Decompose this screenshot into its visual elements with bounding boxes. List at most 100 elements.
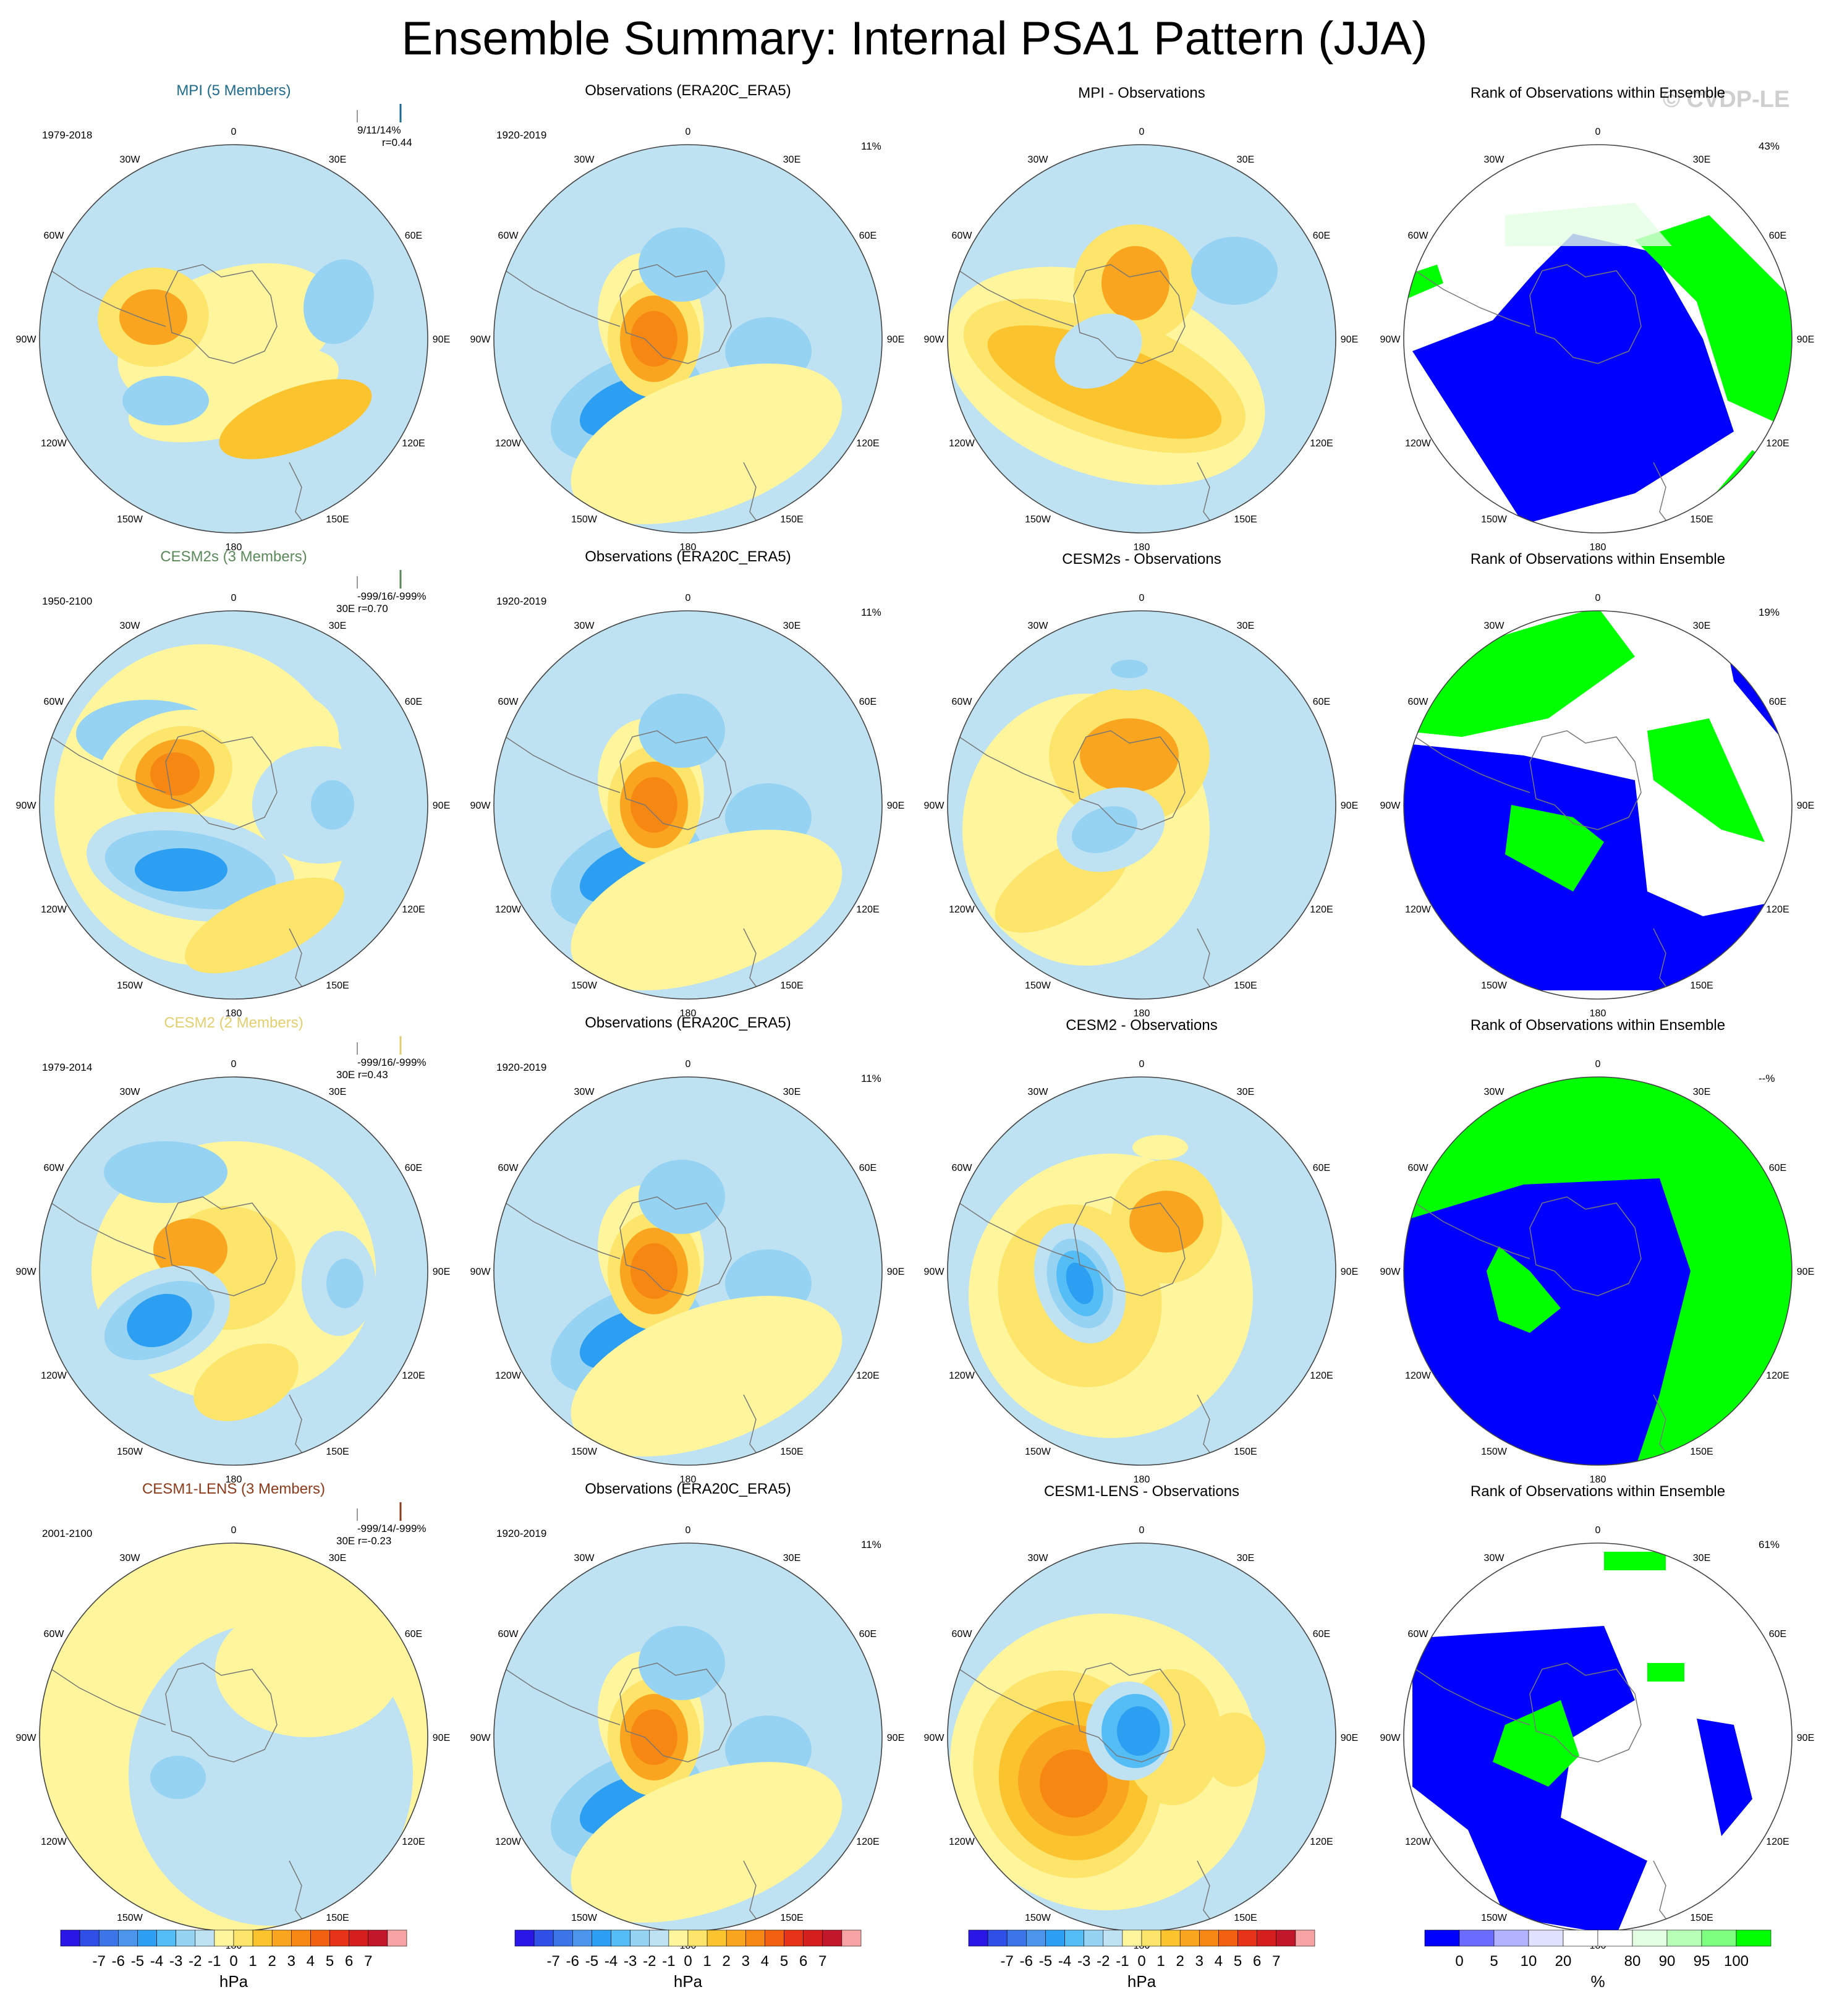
lon-label: 150E — [326, 980, 349, 991]
lon-label: 150W — [1025, 980, 1051, 991]
lon-label: 90E — [887, 334, 904, 345]
colorbar-box — [176, 1929, 196, 1947]
lon-label: 90E — [1341, 1267, 1358, 1277]
lon-label: 90W — [470, 1733, 491, 1743]
contour-region — [119, 289, 187, 345]
contour-region — [1129, 1191, 1203, 1253]
lon-label: 60W — [498, 1629, 519, 1640]
colorbar-box — [137, 1929, 157, 1947]
colorbar-tick: 5 — [1234, 1953, 1242, 1970]
panel-title-obs: Observations (ERA20C_ERA5) — [585, 1014, 791, 1031]
colorbar-tick: -5 — [1039, 1953, 1052, 1970]
lon-label: 120E — [1766, 1837, 1789, 1847]
lon-label: 0 — [1595, 127, 1601, 137]
map-panel: 0 30E 60E 90E 120E 150E 180 150W 120W 90W 60W 30W — [470, 593, 905, 1019]
lon-label: 90W — [470, 1267, 491, 1277]
lon-label: 0 — [1139, 593, 1145, 603]
lon-label: 120W — [41, 904, 67, 915]
lon-label: 120W — [41, 1837, 67, 1847]
colorbar-unit: hPa — [219, 1972, 248, 1991]
colorbar-tick: 0 — [229, 1953, 237, 1970]
colorbar-box — [1632, 1929, 1668, 1947]
antarctica-coastline — [1529, 730, 1642, 830]
lon-label: 90W — [16, 1267, 37, 1277]
lon-label: 150W — [1481, 980, 1508, 991]
south-america-coastline — [496, 1196, 621, 1259]
lon-label: 180 — [680, 1474, 697, 1485]
lon-label: 60E — [859, 1629, 876, 1640]
rank-region — [1404, 1178, 1691, 1465]
lon-label: 120E — [402, 904, 425, 915]
lon-label: 90W — [16, 801, 37, 811]
lon-label: 90W — [1380, 334, 1401, 345]
map-field — [948, 1077, 1336, 1465]
lon-label: 30E — [1693, 155, 1710, 165]
correlation-label: 30E r=0.70 — [336, 603, 388, 615]
colorbar-box — [987, 1929, 1008, 1947]
lon-label: 120W — [495, 1837, 522, 1847]
lon-label: 180 — [226, 1008, 242, 1019]
lon-label: 60W — [1408, 1629, 1429, 1640]
lon-label: 150W — [1025, 1913, 1051, 1923]
contour-region — [1055, 313, 1142, 389]
lon-label: 180 — [1590, 542, 1606, 553]
contour-region — [127, 1293, 192, 1348]
contour-region — [303, 259, 374, 344]
colorbar-tick: 6 — [1253, 1953, 1261, 1970]
colorbar-tick: -2 — [1097, 1953, 1110, 1970]
lon-label: 0 — [1139, 127, 1145, 137]
map-field — [1404, 1077, 1792, 1465]
map-border — [1403, 1076, 1793, 1466]
colorbar-box — [1122, 1929, 1142, 1947]
lon-label: 120W — [949, 438, 975, 449]
colorbar-box — [1563, 1929, 1598, 1947]
lon-label: 30W — [1484, 155, 1505, 165]
lon-label: 120E — [1310, 1837, 1333, 1847]
rank-pct: 61% — [1759, 1539, 1780, 1550]
colorbar-box — [1493, 1929, 1529, 1947]
colorbar-unit: % — [1590, 1972, 1605, 1991]
panel-title-rank: Rank of Observations within Ensemble — [1470, 551, 1725, 568]
lon-label: 180 — [226, 542, 242, 553]
lon-label: 120W — [495, 904, 522, 915]
colorbar-tick: -5 — [585, 1953, 598, 1970]
contour-region — [215, 1601, 401, 1737]
lon-label: 180 — [1590, 1008, 1606, 1019]
lon-label: 180 — [1134, 1474, 1150, 1485]
lon-label: 120E — [402, 1371, 425, 1381]
colorbar-box — [649, 1929, 669, 1947]
map-panel: 0 30E 60E 90E 120E 150E 180 150W 120W 90W 60W 30W — [1380, 127, 1815, 553]
rank-region — [1647, 1663, 1684, 1682]
antarctica-coastline — [1529, 264, 1642, 364]
colorbar-box — [310, 1929, 330, 1947]
period-label: 1920-2019 — [496, 129, 546, 141]
colorbar-box — [1257, 1929, 1277, 1947]
ensemble-stats: -999/16/-999% — [357, 590, 426, 602]
lon-label: 0 — [685, 1525, 691, 1536]
colorbar-box — [1179, 1929, 1200, 1947]
contour-region — [571, 830, 842, 990]
lon-label: 0 — [685, 127, 691, 137]
lon-label: 0 — [1139, 1525, 1145, 1536]
ensemble-stats: -999/14/-999% — [357, 1523, 426, 1534]
map-field — [1404, 611, 1792, 999]
lon-label: 150W — [1025, 514, 1051, 525]
panel-title-diff: CESM2s - Observations — [1062, 551, 1221, 568]
lon-label: 0 — [231, 127, 237, 137]
rank-pct: 43% — [1759, 140, 1780, 152]
period-label: 1979-2018 — [42, 129, 92, 141]
colorbar-box — [329, 1929, 349, 1947]
colorbar-box — [1084, 1929, 1104, 1947]
lon-label: 60E — [405, 231, 422, 241]
south-america-coastline — [949, 730, 1074, 793]
contour-region — [219, 379, 372, 459]
colorbar-box — [98, 1929, 119, 1947]
south-america-coastline — [496, 1662, 621, 1725]
colorbar-tick: -4 — [605, 1953, 617, 1970]
lon-label: 150E — [1234, 1447, 1257, 1457]
colorbar-box — [822, 1929, 842, 1947]
contour-region — [1111, 660, 1148, 678]
map-field — [494, 1077, 882, 1465]
colorbar-box — [784, 1929, 804, 1947]
colorbar-tick: -1 — [662, 1953, 675, 1970]
